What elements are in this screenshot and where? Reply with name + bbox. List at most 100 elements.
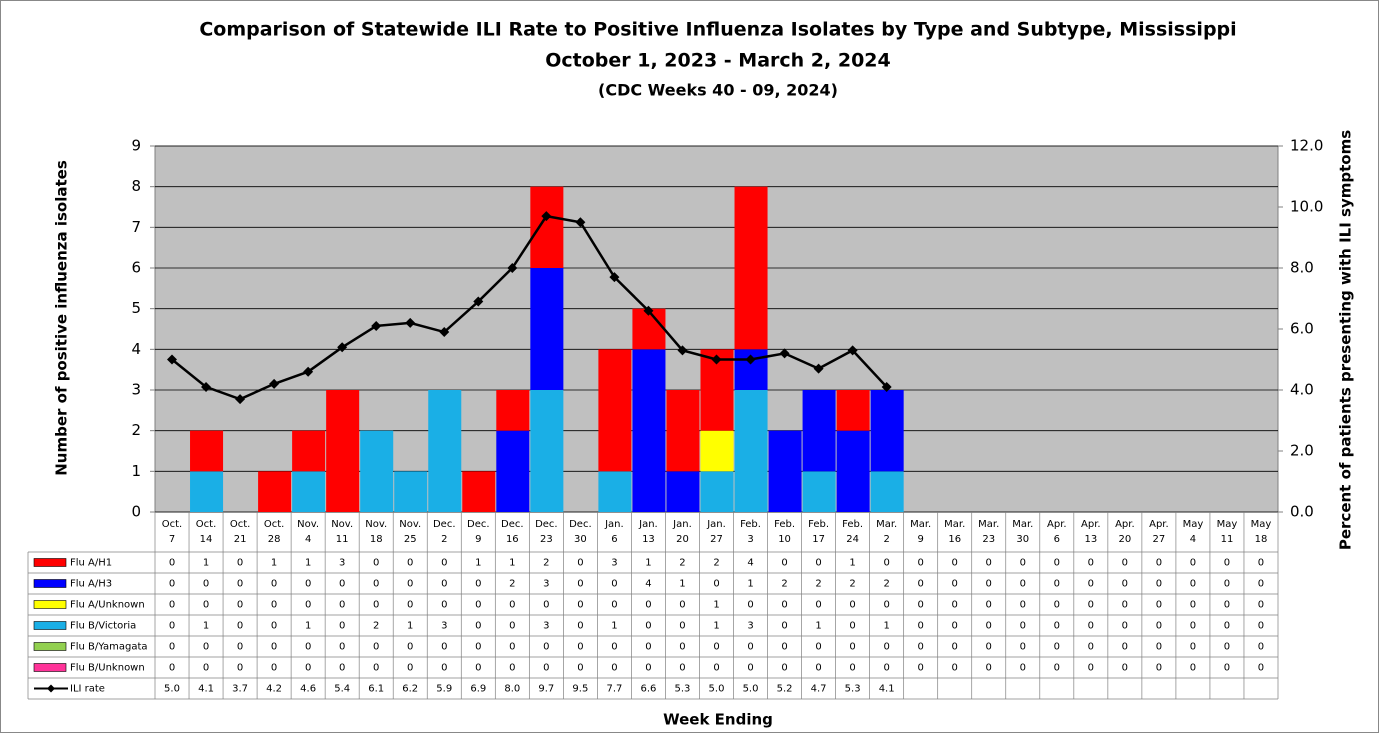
table-cell: 1 [271,558,277,569]
x-tick-label: Apr. 20 [1115,519,1135,545]
table-cell: 0 [781,621,787,632]
table-cell: 1 [305,621,311,632]
table-cell: 2 [679,558,685,569]
table-cell: 0 [237,621,243,632]
y-tick-label: 2 [131,421,141,439]
bar-segment [530,390,564,512]
table-cell: 0 [1122,600,1128,611]
bar-segment [666,471,700,512]
table-cell: 0 [271,621,277,632]
table-cell: 0 [815,663,821,674]
bar-segment [292,430,326,472]
table-cell: 0 [271,663,277,674]
table-cell: 5.3 [845,684,861,695]
chart-subtitle: October 1, 2023 - March 2, 2024 [545,50,891,72]
table-cell: 0 [339,642,345,653]
table-cell: 0 [237,558,243,569]
ili-marker [235,394,246,405]
ili-marker [813,363,824,374]
table-cell: 0 [645,663,651,674]
ili-marker [167,354,178,365]
table-cell: 0 [577,621,583,632]
table-cell: 3 [441,621,447,632]
bar-segment [598,471,632,512]
table-cell: 0 [1020,663,1026,674]
table-cell: 0 [781,663,787,674]
table-cell: 0 [169,600,175,611]
table-cell: 0 [509,621,515,632]
bar-segment [700,430,734,472]
table-cell: 2 [543,558,549,569]
table-cell: 0 [1020,621,1026,632]
table-cell: 0 [577,558,583,569]
table-cell: 1 [305,558,311,569]
table-cell: 0 [203,663,209,674]
table-cell: 1 [747,579,753,590]
bar-segment [530,268,564,390]
table-cell: 0 [1224,642,1230,653]
table-cell: 4.2 [266,684,282,695]
table-cell: 2 [849,579,855,590]
x-tick-label: Jan. 6 [604,519,624,545]
table-cell: 0 [1122,579,1128,590]
table-cell: 0 [781,642,787,653]
table-cell: 0 [917,663,923,674]
table-cell: 0 [1088,642,1094,653]
table-cell: 0 [169,663,175,674]
bar-segment [734,186,768,350]
table-cell: 0 [986,621,992,632]
table-cell: 0 [1122,558,1128,569]
table-cell: 0 [747,663,753,674]
table-cell: 0 [441,579,447,590]
x-tick-label: Mar. 30 [1012,519,1033,545]
table-cell: 1 [815,621,821,632]
table-cell: 0 [1156,621,1162,632]
table-cell: 4.7 [811,684,827,695]
table-cell: 0 [203,600,209,611]
x-tick-label: Oct. 7 [162,519,182,545]
table-cell: 0 [339,663,345,674]
table-cell: 0 [1224,621,1230,632]
table-cell: 0 [1020,600,1026,611]
table-cell: 0 [475,642,481,653]
table-cell: 0 [713,642,719,653]
table-cell: 0 [986,600,992,611]
table-cell: 0 [815,558,821,569]
legend-swatch [47,684,55,693]
table-cell: 1 [611,621,617,632]
x-tick-label: Feb. 17 [808,519,829,545]
y-tick-label: 6 [131,259,141,277]
table-cell: 3 [543,621,549,632]
table-cell: 5.3 [675,684,691,695]
ili-marker [371,320,382,331]
y-tick-label: 0 [131,503,141,521]
table-cell: 0 [1088,600,1094,611]
bar-segment [836,390,870,431]
legend-swatch [33,600,67,609]
chart-subtitle: (CDC Weeks 40 - 09, 2024) [598,81,838,100]
bar-segment [326,390,360,512]
table-cell: 0 [849,663,855,674]
table-cell: 8.0 [504,684,520,695]
bar-segment [360,430,394,512]
table-cell: 1 [713,600,719,611]
table-cell: 0 [169,579,175,590]
table-cell: 2 [373,621,379,632]
table-cell: 0 [1020,579,1026,590]
table-cell: 0 [407,642,413,653]
table-cell: 0 [952,558,958,569]
table-cell: 0 [475,579,481,590]
table-cell: 1 [645,558,651,569]
x-tick-label: Oct. 21 [230,519,250,545]
table-cell: 2 [781,579,787,590]
x-tick-label: Dec. 9 [467,519,490,545]
table-cell: 9.7 [538,684,554,695]
table-cell: 0 [747,600,753,611]
table-cell: 0 [1020,642,1026,653]
table-cell: 0 [713,663,719,674]
bar-segment [496,390,530,431]
table-cell: 0 [1156,558,1162,569]
table-cell: 2 [815,579,821,590]
bar-segment [700,471,734,512]
table-cell: 5.0 [164,684,180,695]
